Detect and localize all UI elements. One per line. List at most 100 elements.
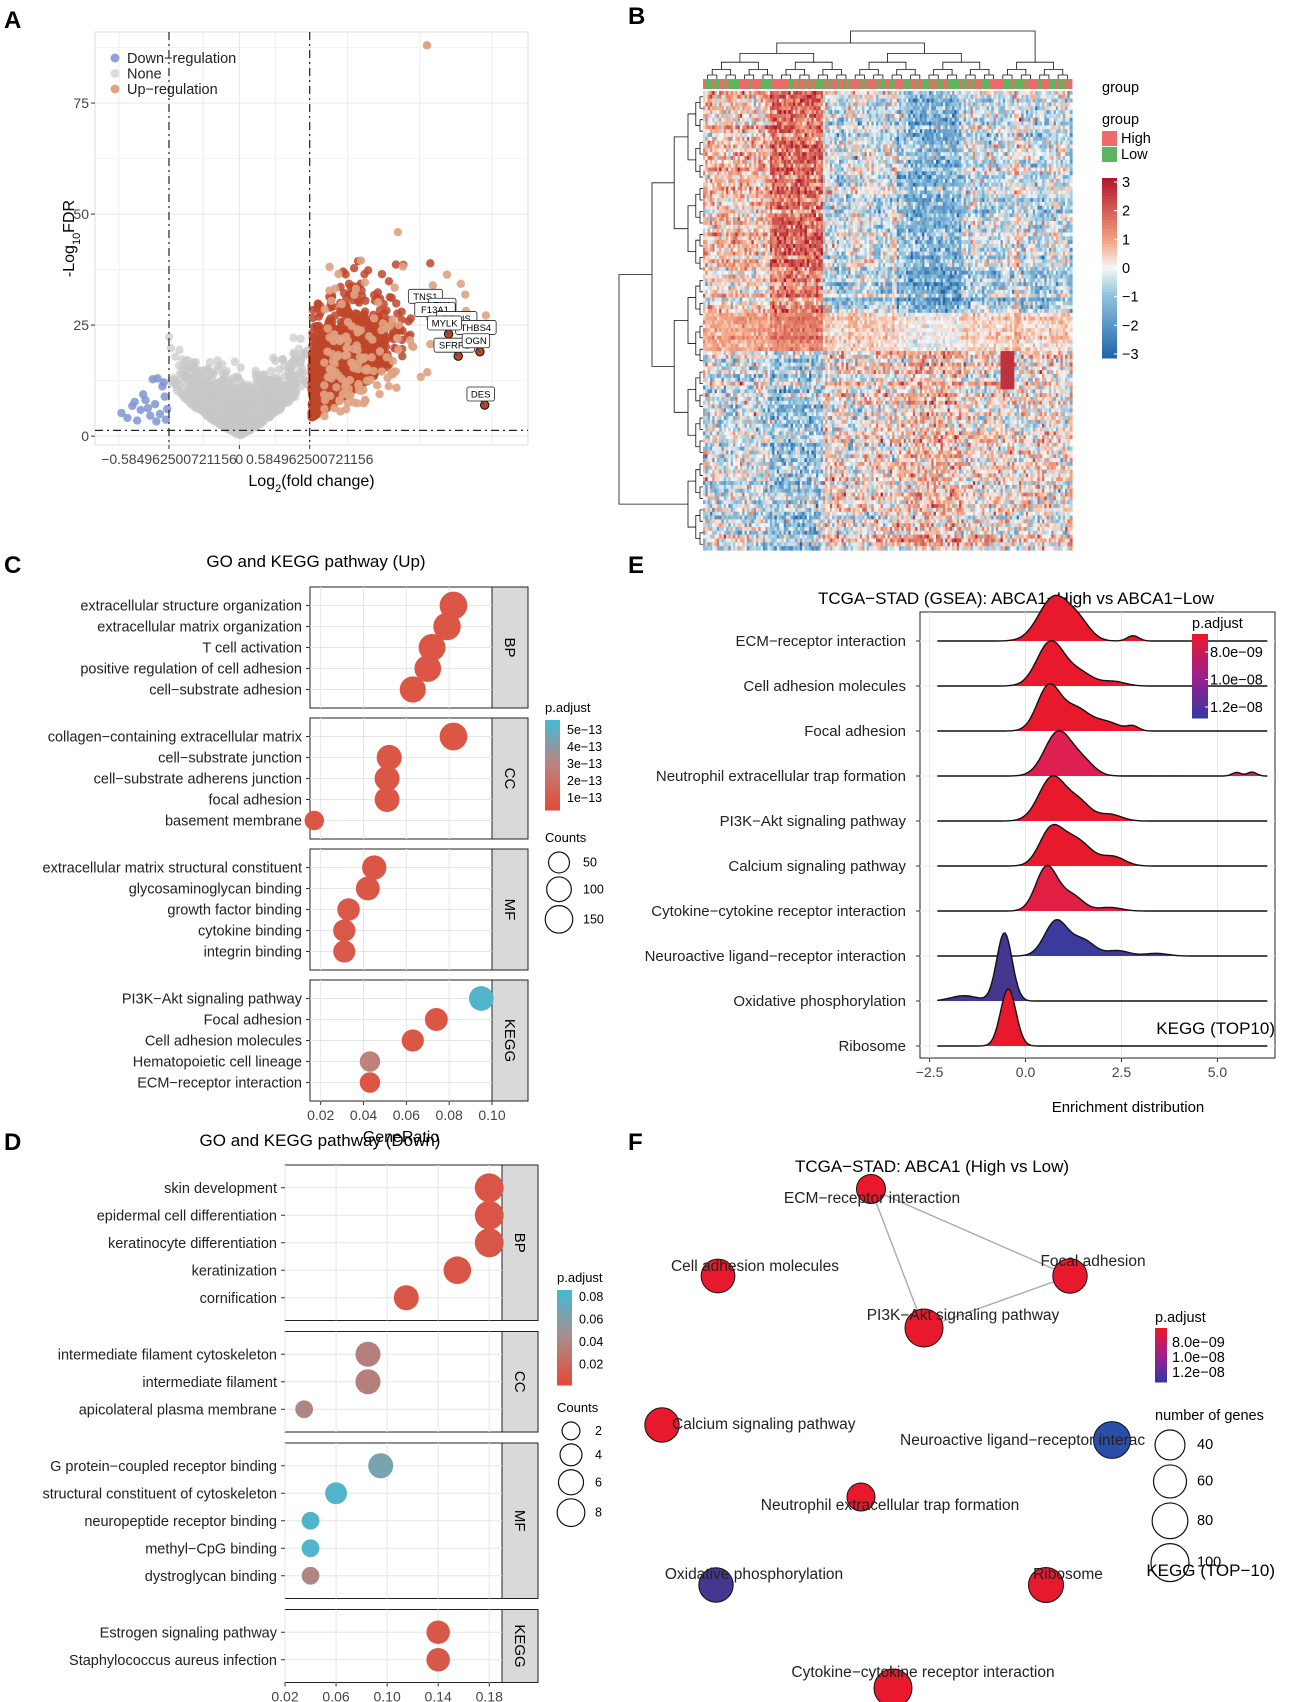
up-point xyxy=(397,307,406,316)
up-point-light xyxy=(408,342,418,352)
down-point xyxy=(136,405,145,415)
up-point xyxy=(369,290,379,300)
none-point xyxy=(241,394,250,403)
gene-label: THBS4 xyxy=(461,323,492,334)
up-point-light xyxy=(334,371,343,380)
up-point-light xyxy=(320,411,329,421)
none-point xyxy=(213,356,222,365)
up-point-light xyxy=(375,347,385,356)
heatmap-cell xyxy=(1069,94,1073,100)
down-point xyxy=(162,404,172,414)
up-point-light xyxy=(384,382,393,391)
legend-label: Up−regulation xyxy=(127,82,218,98)
none-point xyxy=(294,344,304,354)
none-point xyxy=(175,375,184,384)
down-point xyxy=(160,392,169,401)
up-point-light xyxy=(337,299,346,309)
x-tick-label: −0.584962500721156 xyxy=(101,451,237,467)
down-point xyxy=(143,403,153,413)
heatmap-cell xyxy=(1069,110,1073,115)
y-tick-label: 0 xyxy=(81,428,89,444)
up-point-light xyxy=(392,383,401,392)
up-point-light xyxy=(359,385,368,395)
up-point-light xyxy=(372,381,382,390)
none-point xyxy=(236,363,245,372)
up-point xyxy=(359,311,369,320)
legend-label: Down−regulation xyxy=(127,51,236,67)
panel-label-b: B xyxy=(628,3,645,30)
y-tick-label: 25 xyxy=(73,317,89,333)
up-point-light xyxy=(323,347,332,356)
up-point-light xyxy=(334,269,343,279)
x-tick-label: 0 xyxy=(235,451,243,467)
up-point-light xyxy=(325,365,335,375)
up-point-light xyxy=(356,256,366,265)
legend-key xyxy=(110,84,120,94)
legend-label: None xyxy=(127,67,162,83)
none-point xyxy=(189,373,198,382)
up-point-light xyxy=(325,262,334,272)
none-point xyxy=(174,361,184,370)
none-point xyxy=(166,344,176,353)
top-point xyxy=(422,41,432,50)
legend-key xyxy=(110,53,120,63)
none-point xyxy=(222,366,231,376)
none-point xyxy=(256,388,266,398)
up-point-light xyxy=(351,284,361,294)
up-point xyxy=(406,314,415,323)
none-point xyxy=(202,371,211,380)
none-point xyxy=(269,353,278,363)
panel-label-e: E xyxy=(628,552,644,579)
up-point xyxy=(313,323,323,332)
up-point xyxy=(377,269,387,279)
up-point-light xyxy=(398,262,407,271)
up-point-light xyxy=(388,367,397,377)
heatmap-cell xyxy=(1069,102,1073,107)
x-tick-label: 0.584962500721156 xyxy=(246,451,374,467)
none-point xyxy=(212,381,222,390)
up-point-light xyxy=(388,356,398,366)
up-point xyxy=(312,344,321,353)
up-point-light xyxy=(373,298,383,307)
heatmap-cell xyxy=(1069,113,1073,119)
none-point xyxy=(278,355,288,364)
up-point-light xyxy=(332,383,341,392)
up-point-light xyxy=(390,283,399,292)
up-point-light xyxy=(456,279,466,289)
up-point-light xyxy=(349,398,359,407)
none-point xyxy=(289,374,298,383)
up-point xyxy=(363,266,373,275)
heatmap-cell xyxy=(1069,129,1073,134)
up-point-light xyxy=(360,395,370,405)
none-point xyxy=(213,400,222,409)
heatmap-cell xyxy=(1069,106,1073,111)
none-point xyxy=(282,397,291,406)
up-point-light xyxy=(426,339,435,349)
up-point-light xyxy=(423,368,432,377)
none-point xyxy=(175,345,184,355)
up-point-light xyxy=(330,403,339,413)
heatmap-cell xyxy=(1069,121,1073,127)
up-point-light xyxy=(388,315,397,324)
down-point xyxy=(159,378,168,387)
y-tick-label: 75 xyxy=(73,95,89,111)
none-point xyxy=(289,333,298,342)
none-point xyxy=(224,399,233,409)
legend-key xyxy=(110,69,120,78)
down-point xyxy=(132,416,142,425)
up-point-light xyxy=(320,381,329,390)
volcano-plot: TNS1FN1F13A1PTGISTHBS4MYLKSFRP1OGNDESDow… xyxy=(61,31,529,495)
up-point-light xyxy=(352,325,362,334)
up-point-light xyxy=(338,390,348,399)
gene-label: OGN xyxy=(465,336,487,347)
up-point xyxy=(384,277,394,286)
none-point xyxy=(189,357,198,367)
none-point xyxy=(178,355,187,364)
up-point-light xyxy=(367,353,376,362)
panel-label-c: C xyxy=(4,552,21,579)
panel-label-a: A xyxy=(4,7,21,34)
up-point-light xyxy=(327,296,336,306)
none-point xyxy=(200,398,209,407)
up-point-light xyxy=(330,284,340,293)
